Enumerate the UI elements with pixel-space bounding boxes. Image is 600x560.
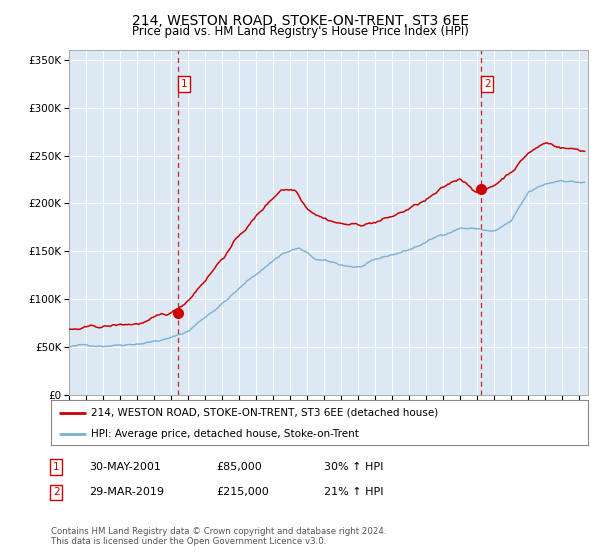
Text: £85,000: £85,000 <box>216 462 262 472</box>
Text: 30% ↑ HPI: 30% ↑ HPI <box>324 462 383 472</box>
Text: Price paid vs. HM Land Registry's House Price Index (HPI): Price paid vs. HM Land Registry's House … <box>131 25 469 38</box>
Text: Contains HM Land Registry data © Crown copyright and database right 2024.
This d: Contains HM Land Registry data © Crown c… <box>51 526 386 546</box>
Text: 2: 2 <box>484 79 491 89</box>
Text: £215,000: £215,000 <box>216 487 269 497</box>
Text: 214, WESTON ROAD, STOKE-ON-TRENT, ST3 6EE (detached house): 214, WESTON ROAD, STOKE-ON-TRENT, ST3 6E… <box>91 408 439 418</box>
Text: 1: 1 <box>53 462 59 472</box>
Text: 21% ↑ HPI: 21% ↑ HPI <box>324 487 383 497</box>
Text: 214, WESTON ROAD, STOKE-ON-TRENT, ST3 6EE: 214, WESTON ROAD, STOKE-ON-TRENT, ST3 6E… <box>131 14 469 28</box>
Text: 29-MAR-2019: 29-MAR-2019 <box>89 487 164 497</box>
Text: HPI: Average price, detached house, Stoke-on-Trent: HPI: Average price, detached house, Stok… <box>91 429 359 439</box>
Text: 1: 1 <box>181 79 187 89</box>
Text: 2: 2 <box>53 487 59 497</box>
Text: 30-MAY-2001: 30-MAY-2001 <box>89 462 161 472</box>
